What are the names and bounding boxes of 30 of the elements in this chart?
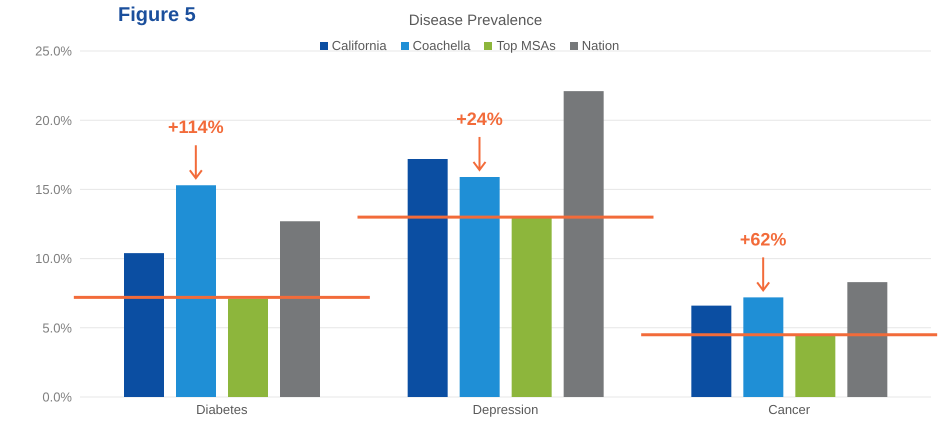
bar [691, 306, 732, 397]
bar [280, 221, 320, 397]
y-tick-label: 0.0% [42, 390, 72, 405]
chart-title: Figure 5 [118, 4, 196, 27]
y-tick-label: 15.0% [35, 182, 72, 198]
bar [124, 253, 164, 397]
bar [460, 176, 500, 397]
y-tick-label: 25.0% [35, 44, 72, 59]
annotation: +62% [740, 229, 786, 250]
x-tick-label: Cancer [768, 402, 811, 418]
annotation: +114% [168, 117, 224, 138]
y-tick-label: 20.0% [35, 112, 72, 128]
legend-label: California [330, 38, 387, 53]
y-tick-label: 5.0% [42, 320, 72, 336]
bar [564, 91, 604, 397]
x-tick-label: Diabetes [196, 402, 248, 418]
bar [228, 298, 268, 397]
bar [795, 334, 836, 397]
legend-label: Top MSAs [495, 38, 556, 53]
annotation: +24% [456, 108, 503, 129]
bar [176, 185, 216, 397]
x-tick-label: Depression [472, 402, 538, 418]
legend-label: Nation [580, 38, 620, 53]
bar [408, 158, 448, 397]
bar [847, 282, 888, 397]
bar [743, 297, 784, 397]
bar [512, 217, 552, 397]
legend-label: Coachella [412, 38, 470, 53]
chart-subtitle: Disease Prevalence [408, 12, 542, 29]
y-tick-label: 10.0% [35, 251, 72, 266]
